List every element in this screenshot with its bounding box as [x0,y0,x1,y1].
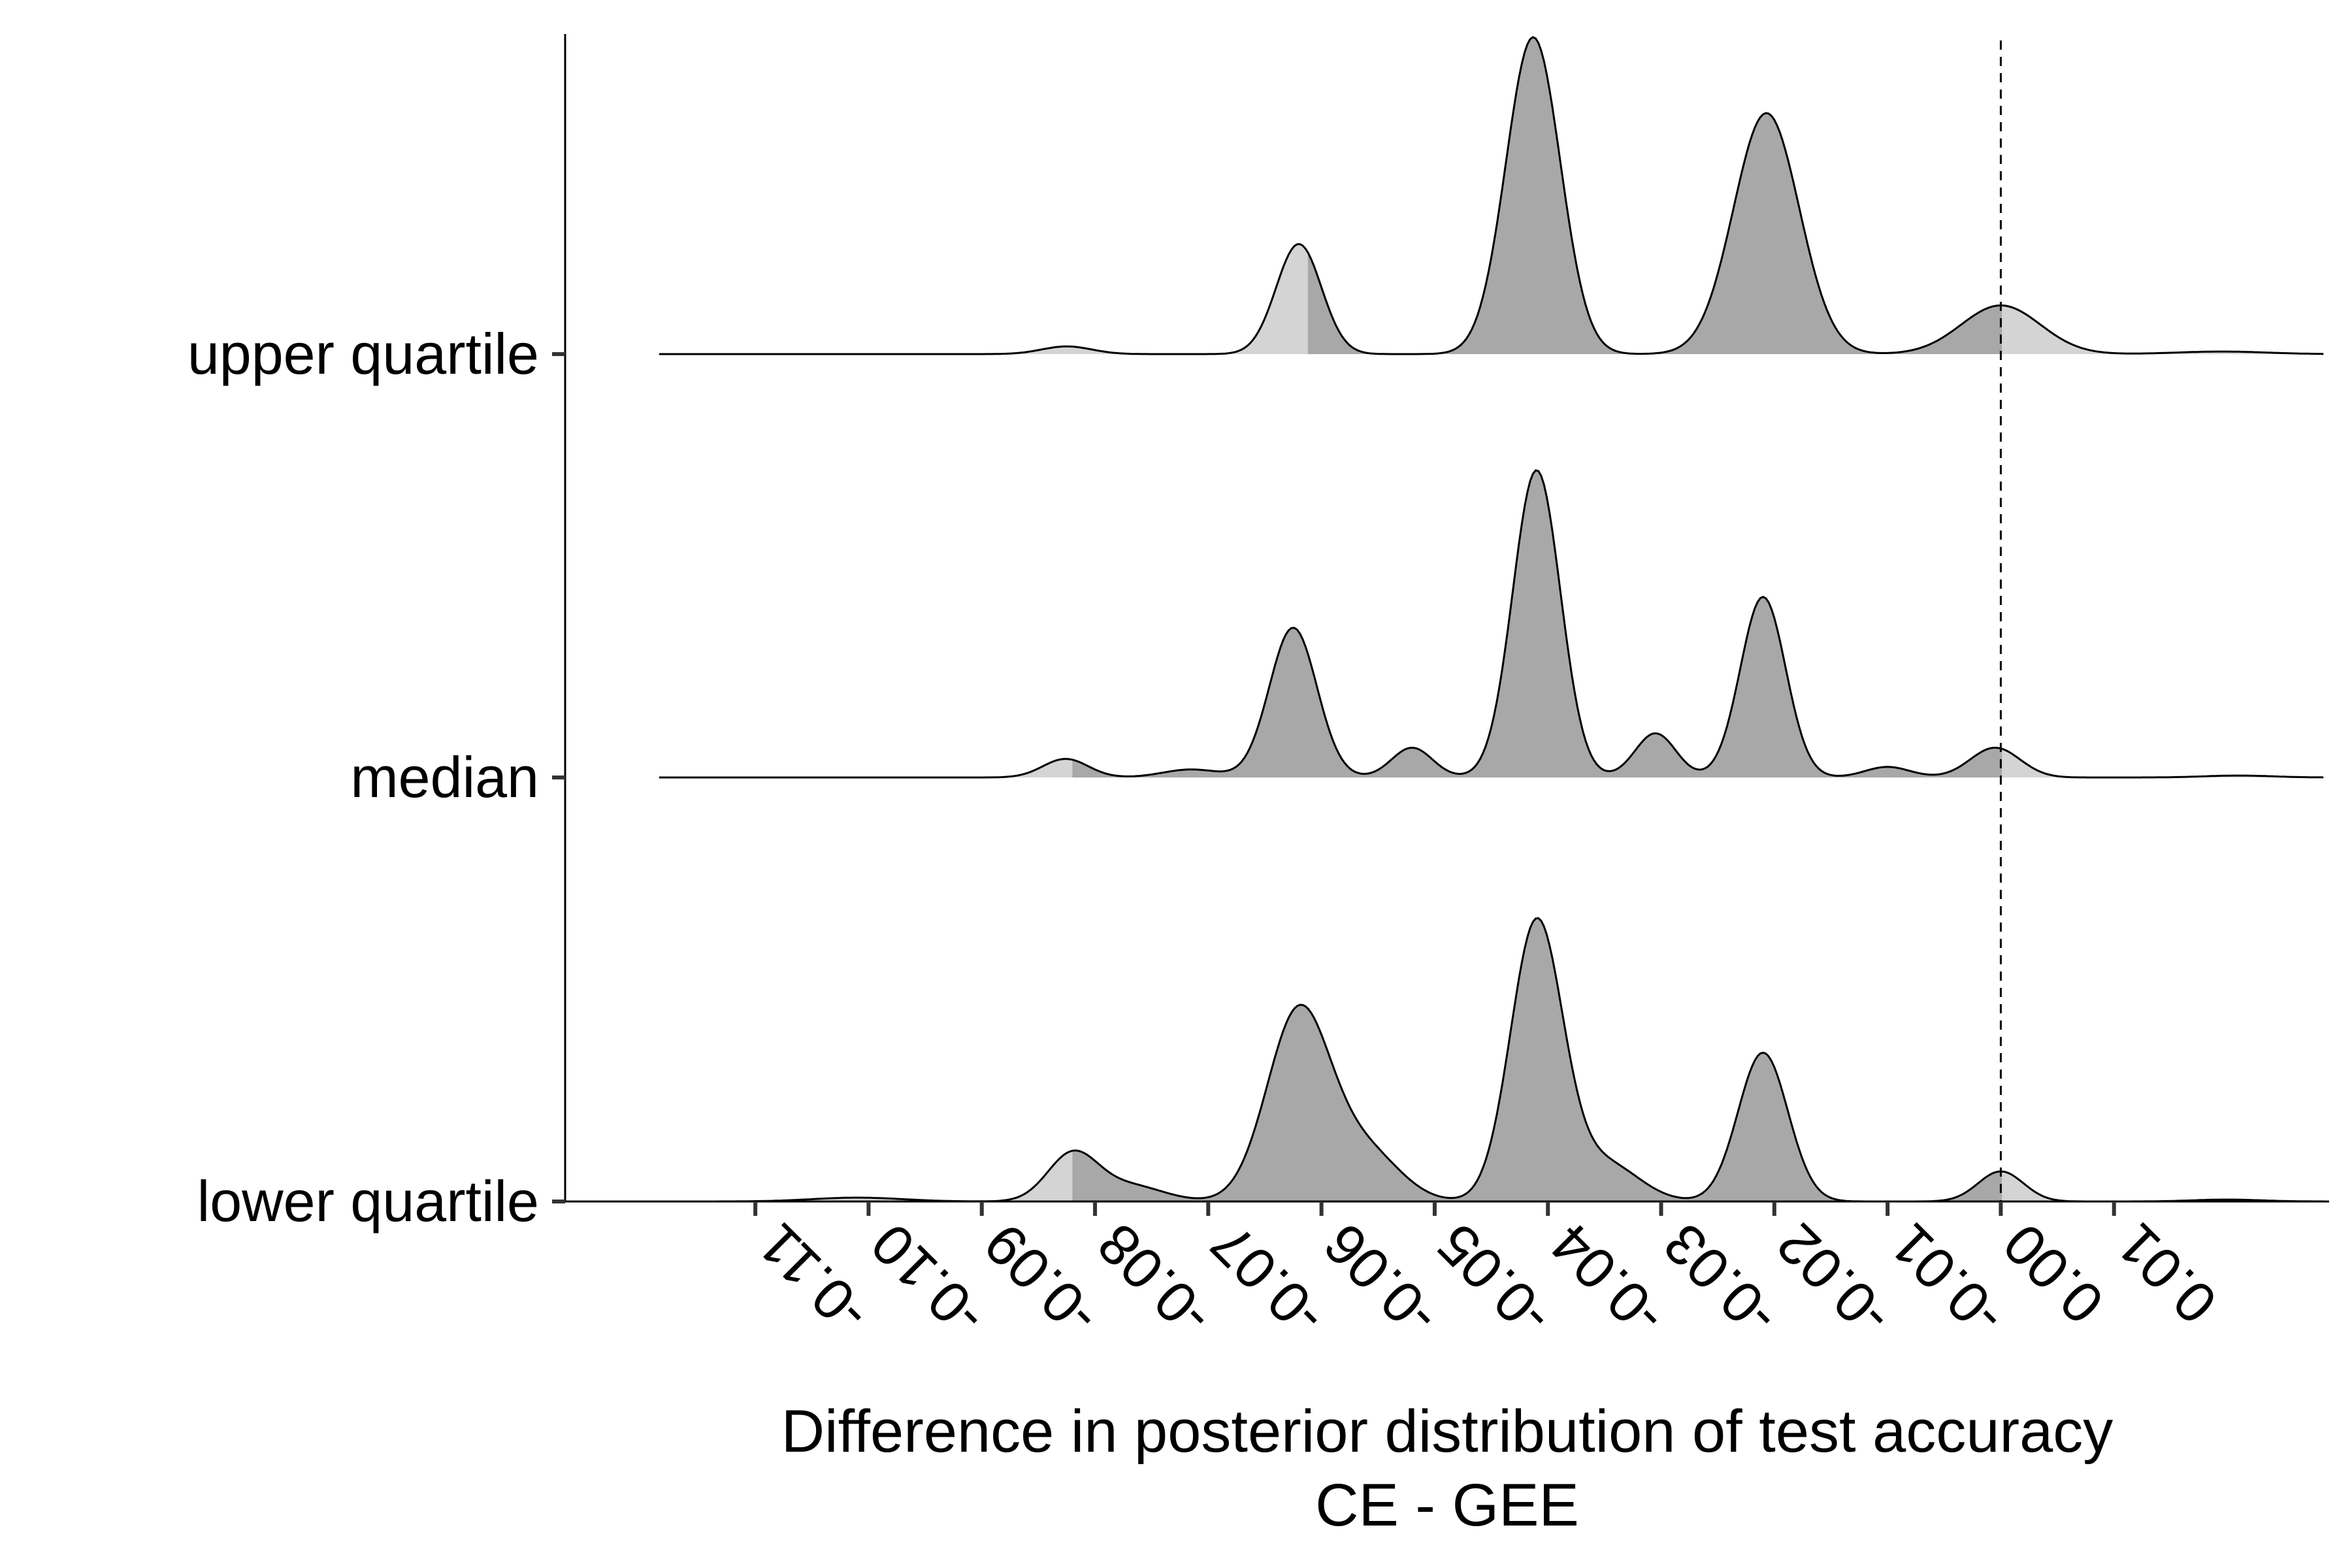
ridge-outline-upper-quartile [659,36,2324,355]
ridge-interval-fill-median [1072,470,2002,777]
ridge-upper-quartile [659,36,2324,355]
ridge-median [659,469,2324,779]
y-tick-label-median: median [350,745,539,809]
y-tick-label-lower-quartile: lower quartile [197,1169,539,1233]
ridge-interval-fill-lower-quartile [1072,918,2002,1201]
y-axis-ticks: upper quartile median lower quartile [188,321,565,1233]
x-axis-title: Difference in posterior distribution of … [781,1398,2114,1465]
density-ridges [659,36,2324,1203]
y-tick-label-upper-quartile: upper quartile [188,321,539,386]
x-axis-title-line2: CE - GEE [1315,1472,1579,1539]
ridge-outline-median [659,469,2324,779]
